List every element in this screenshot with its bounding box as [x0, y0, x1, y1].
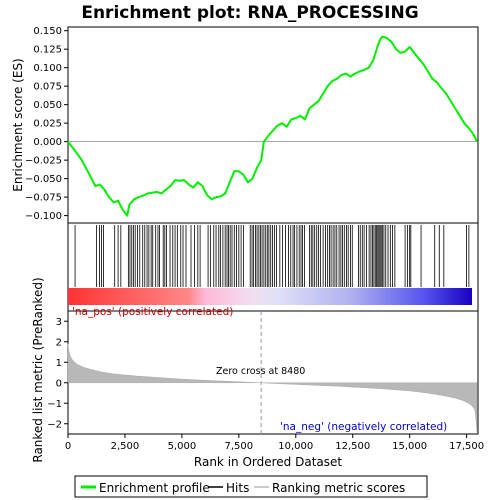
hit-lines: [74, 225, 470, 287]
es-y-tick-label: 0.150: [33, 26, 62, 37]
metric-y-axis-label: Ranked list metric (PreRanked): [31, 277, 45, 462]
rank-color-bar: [68, 288, 472, 305]
ranking-metric-area: [67, 343, 478, 432]
es-y-tick-label: −0.025: [25, 156, 62, 167]
metric-y-tick-label: −1: [47, 399, 62, 410]
es-panel: −0.100 −0.075 −0.050 −0.025 0.000 0.025 0.050 0…: [11, 26, 479, 224]
metric-panel: −2 −1 0 1 2 3 'na_pos' (positively correlated…: [31, 277, 484, 469]
legend: Enrichment profile Hits Ranking metric s…: [74, 475, 428, 498]
es-y-tick-label: 0.000: [33, 137, 62, 148]
pos-label: 'na_pos' (positively correlated): [72, 306, 233, 318]
es-y-tick-label: 0.075: [33, 82, 62, 93]
metric-y-tick-label: 1: [56, 358, 62, 369]
es-y-tick-label: 0.050: [33, 100, 62, 111]
metric-panel-frame: [67, 310, 479, 435]
enrichment-profile-line: [67, 35, 478, 217]
es-y-axis-label: Enrichment score (ES): [11, 58, 25, 191]
es-y-tick-label: 0.100: [33, 63, 62, 74]
chart-title: Enrichment plot: RNA_PROCESSING: [81, 3, 418, 23]
x-tick-label: 7,500: [225, 441, 254, 452]
metric-y-tick-label: −2: [47, 419, 62, 430]
legend-box: [74, 475, 428, 498]
legend-hits-label: Hits: [226, 481, 249, 495]
legend-enrichment-label: Enrichment profile: [99, 481, 210, 495]
es-y-tick-label: −0.050: [25, 174, 62, 185]
metric-y-tick-label: 2: [56, 337, 62, 348]
metric-y-axis: −2 −1 0 1 2 3: [47, 317, 68, 430]
metric-y-tick-label: 3: [56, 317, 62, 328]
legend-metric-label: Ranking metric scores: [272, 481, 405, 495]
x-tick-label: 12,500: [335, 441, 370, 452]
es-y-tick-label: −0.100: [25, 211, 62, 222]
es-y-tick-label: 0.125: [33, 45, 62, 56]
es-y-axis: −0.100 −0.075 −0.050 −0.025 0.000 0.025 0.050 0…: [25, 26, 68, 222]
x-tick-label: 0: [65, 441, 71, 452]
es-y-tick-label: −0.075: [25, 193, 62, 204]
zero-cross-label: Zero cross at 8480: [216, 366, 305, 377]
x-tick-label: 17,500: [449, 441, 484, 452]
x-tick-label: 5,000: [168, 441, 197, 452]
x-axis: 0 2,500 5,000 7,500 10,000 12,500 15,000 17,500: [65, 434, 484, 452]
x-tick-label: 2,500: [111, 441, 140, 452]
neg-label: 'na_neg' (negatively correlated): [280, 421, 447, 433]
x-axis-label: Rank in Ordered Dataset: [194, 455, 342, 469]
es-y-tick-label: 0.025: [33, 119, 62, 130]
es-panel-frame: [67, 26, 479, 224]
metric-y-tick-label: 0: [56, 378, 62, 389]
x-tick-label: 15,000: [392, 441, 427, 452]
hits-panel: [67, 222, 479, 312]
x-tick-label: 10,000: [278, 441, 313, 452]
